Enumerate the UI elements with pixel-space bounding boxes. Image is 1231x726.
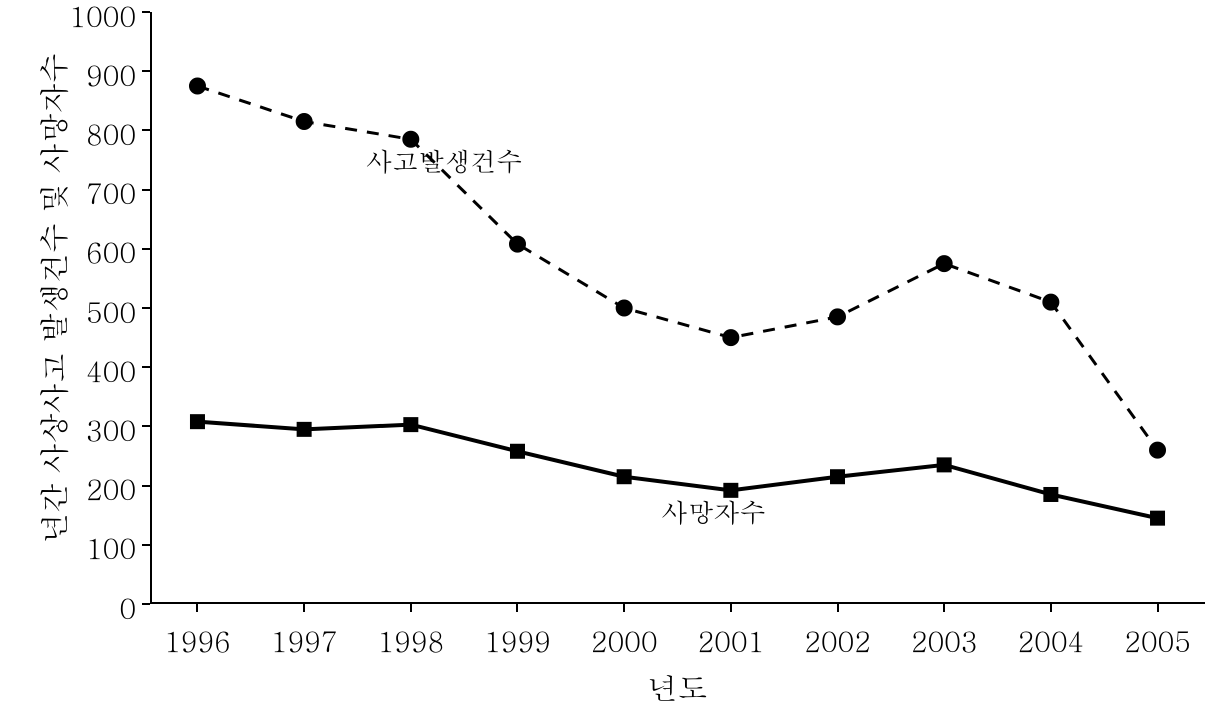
y-tick [142, 307, 150, 309]
series-marker-1 [831, 470, 845, 484]
x-tick [837, 604, 839, 612]
x-tick [303, 604, 305, 612]
x-tick [516, 604, 518, 612]
x-tick-label: 1999 [477, 620, 557, 660]
x-tick-label: 2003 [904, 620, 984, 660]
y-tick-label: 600 [86, 231, 136, 271]
x-tick [1157, 604, 1159, 612]
x-tick [1050, 604, 1052, 612]
y-tick [142, 248, 150, 250]
x-tick-label: 2000 [584, 620, 664, 660]
x-tick-label: 2004 [1011, 620, 1091, 660]
series-marker-1 [617, 470, 631, 484]
x-tick-label: 2002 [798, 620, 878, 660]
series-marker-0 [189, 78, 205, 94]
x-tick [730, 604, 732, 612]
series-marker-1 [1151, 511, 1165, 525]
y-tick [142, 425, 150, 427]
series-marker-1 [1044, 487, 1058, 501]
y-tick-label: 700 [86, 172, 136, 212]
y-tick-label: 400 [86, 350, 136, 390]
x-tick [623, 604, 625, 612]
chart-container: 년간 사상사고 발생건수 및 사망자수 년도 0 100 200 300 400 500 6… [0, 0, 1231, 726]
series-marker-1 [190, 415, 204, 429]
y-tick [142, 189, 150, 191]
x-tick-label: 1998 [371, 620, 451, 660]
series-label-1: 사망자수 [662, 494, 766, 530]
y-axis-line [150, 12, 152, 604]
y-tick [142, 485, 150, 487]
series-marker-1 [937, 458, 951, 472]
x-tick [410, 604, 412, 612]
x-tick [943, 604, 945, 612]
y-tick [142, 11, 150, 13]
x-tick-label: 1996 [157, 620, 237, 660]
series-marker-0 [723, 330, 739, 346]
y-tick-label: 800 [86, 113, 136, 153]
series-marker-1 [297, 422, 311, 436]
x-tick-label: 2005 [1118, 620, 1198, 660]
y-tick [142, 366, 150, 368]
x-tick-label: 1997 [264, 620, 344, 660]
y-tick [142, 544, 150, 546]
x-tick [196, 604, 198, 612]
y-tick-label: 200 [86, 468, 136, 508]
x-tick-label: 2001 [691, 620, 771, 660]
y-tick-label: 100 [86, 527, 136, 567]
y-tick [142, 70, 150, 72]
series-marker-0 [296, 114, 312, 130]
series-marker-0 [616, 300, 632, 316]
series-marker-0 [936, 256, 952, 272]
series-label-0: 사고발생건수 [366, 143, 522, 179]
series-marker-1 [510, 444, 524, 458]
series-marker-1 [404, 418, 418, 432]
series-marker-0 [1043, 294, 1059, 310]
y-tick [142, 603, 150, 605]
y-tick-label: 1000 [69, 0, 136, 35]
y-tick-label: 900 [86, 54, 136, 94]
series-line-0 [197, 86, 1157, 450]
series-marker-0 [509, 236, 525, 252]
y-tick-label: 300 [86, 409, 136, 449]
series-marker-0 [1150, 442, 1166, 458]
series-marker-0 [830, 309, 846, 325]
x-axis-title: 년도 [150, 666, 1205, 708]
x-axis-line [150, 602, 1205, 604]
y-tick [142, 129, 150, 131]
y-tick-label: 0 [119, 587, 136, 627]
y-axis-title: 년간 사상사고 발생건수 및 사망자수 [32, 2, 74, 594]
y-tick-label: 500 [86, 291, 136, 331]
